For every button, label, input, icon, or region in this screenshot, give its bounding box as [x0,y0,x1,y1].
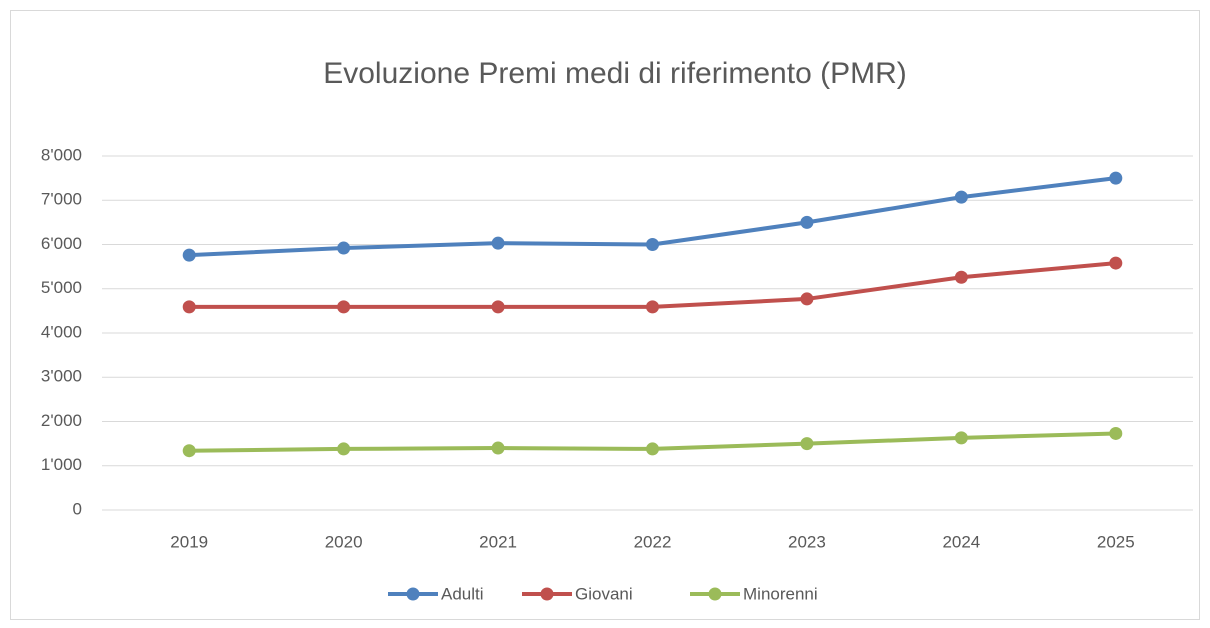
chart-title: Evoluzione Premi medi di riferimento (PM… [323,57,907,90]
marker [800,215,814,229]
legend-marker [540,587,554,601]
marker [954,270,968,284]
marker [1109,256,1123,270]
x-tick-label: 2020 [325,532,363,551]
marker [182,444,196,458]
marker [182,248,196,262]
marker [337,241,351,255]
y-tick-label: 7'000 [41,190,82,209]
marker [337,300,351,314]
marker [800,292,814,306]
marker [954,431,968,445]
marker [491,236,505,250]
legend-label: Minorenni [743,584,818,603]
x-tick-label: 2023 [788,532,826,551]
marker [491,441,505,455]
legend-label: Adulti [441,584,484,603]
marker [491,300,505,314]
marker [1109,426,1123,440]
legend-label: Giovani [575,584,633,603]
x-tick-label: 2024 [942,532,980,551]
marker [646,300,659,314]
marker [800,437,814,451]
y-tick-label: 0 [73,499,82,518]
marker [954,190,968,204]
y-tick-label: 5'000 [41,278,82,297]
y-tick-label: 2'000 [41,411,82,430]
y-tick-label: 8'000 [41,145,82,164]
marker [646,442,659,456]
marker [646,238,659,251]
marker [1109,171,1123,185]
x-tick-label: 2021 [479,532,517,551]
x-tick-label: 2019 [170,532,208,551]
y-tick-label: 3'000 [41,367,82,386]
y-tick-label: 4'000 [41,322,82,341]
y-tick-label: 6'000 [41,234,82,253]
chart-border [10,10,1200,620]
marker [182,300,196,314]
marker [337,442,351,456]
y-tick-label: 1'000 [41,455,82,474]
x-tick-label: 2022 [634,532,672,551]
legend-marker [406,587,420,601]
x-tick-label: 2025 [1097,532,1135,551]
legend-marker [708,587,722,601]
